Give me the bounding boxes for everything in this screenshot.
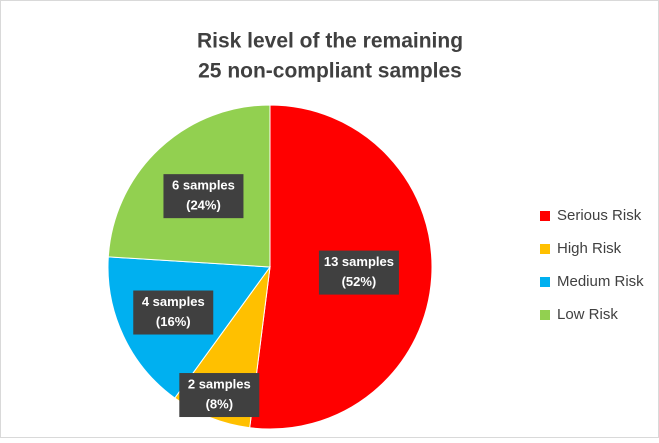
legend-label: High Risk: [557, 240, 622, 257]
legend-label: Low Risk: [557, 306, 618, 323]
legend-swatch: [540, 310, 550, 320]
legend-label: Serious Risk: [557, 207, 642, 224]
data-label: (24%): [186, 198, 221, 213]
data-label: 2 samples: [188, 376, 251, 391]
data-label: 13 samples: [324, 254, 394, 269]
data-label: 4 samples: [142, 294, 205, 309]
data-label-box: [179, 373, 260, 418]
data-label: (16%): [156, 314, 191, 329]
data-label-box: [318, 250, 399, 295]
data-label: (52%): [342, 274, 377, 289]
data-label-box: [133, 290, 214, 335]
legend-swatch: [540, 211, 550, 221]
chart-title: 25 non-compliant samples: [198, 60, 462, 83]
legend-swatch: [540, 277, 550, 287]
legend-swatch: [540, 244, 550, 254]
data-label: (8%): [206, 396, 233, 411]
chart-title: Risk level of the remaining: [197, 30, 463, 53]
data-label: 6 samples: [172, 178, 235, 193]
data-label-box: [163, 174, 244, 219]
legend-label: Medium Risk: [557, 273, 644, 290]
